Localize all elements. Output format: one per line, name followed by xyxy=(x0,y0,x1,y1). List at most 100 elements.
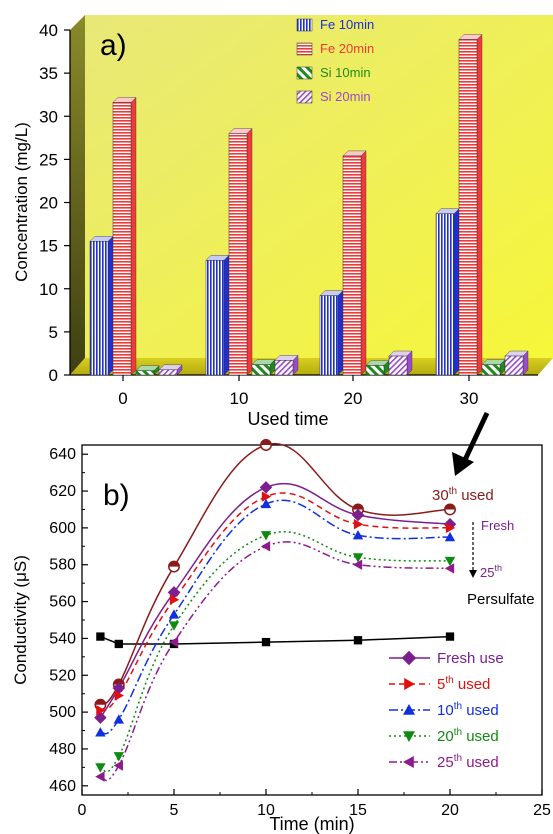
marker-triangle-up xyxy=(260,498,272,509)
bar-front xyxy=(342,155,362,376)
bar-fe-20min-30 xyxy=(458,34,483,376)
marker-triangle-up xyxy=(95,727,106,737)
y-tick-label: 480 xyxy=(49,741,76,758)
y-tick-label: 5 xyxy=(49,323,58,342)
bar-side xyxy=(107,235,114,376)
marker-triangle-right xyxy=(353,519,364,530)
y-axis-title: Conductivity (μS) xyxy=(11,555,30,685)
y-tick-label: 460 xyxy=(49,778,76,795)
bar-front xyxy=(89,241,109,376)
x-tick-label: 10 xyxy=(257,802,275,819)
legend-swatch xyxy=(296,90,313,104)
bar-side xyxy=(453,208,460,376)
marker-triangle-left xyxy=(403,756,414,768)
marker-circle-half xyxy=(260,439,272,451)
bar-front xyxy=(458,39,478,376)
y-tick-label: 500 xyxy=(49,704,76,721)
legend-label: 10th used xyxy=(437,701,499,719)
bar-front xyxy=(135,370,155,376)
bar-si-20min-0 xyxy=(158,364,183,376)
bar-side xyxy=(337,290,344,376)
marker-triangle-down xyxy=(168,621,180,631)
y-tick-label: 0 xyxy=(49,366,58,385)
marker-square xyxy=(445,632,455,641)
legend: Fresh use 5th used 10th used 20th used 25th … xyxy=(389,650,504,771)
y-tick-label: 10 xyxy=(39,280,58,299)
y-tick-label: 520 xyxy=(49,667,76,684)
x-axis-title: Used time xyxy=(247,409,328,429)
marker-triangle-left xyxy=(260,541,271,552)
legend-label: 25th used xyxy=(437,753,499,771)
marker-triangle-right xyxy=(169,594,180,605)
marker-diamond xyxy=(351,508,365,522)
panel-label-b: b) xyxy=(103,479,130,512)
legend-label: Si 10min xyxy=(320,65,371,80)
panel-label-a: a) xyxy=(100,29,127,62)
bar-si-10min-10 xyxy=(251,359,276,376)
bar-side xyxy=(476,34,483,376)
bar-fe-20min-0 xyxy=(112,96,137,376)
legend-label: Fe 10min xyxy=(320,17,374,32)
bar-side xyxy=(360,150,367,376)
marker-fill xyxy=(113,679,124,685)
bar-si-20min-10 xyxy=(274,354,299,376)
marker-triangle-down xyxy=(95,763,106,773)
bar-front xyxy=(158,369,178,376)
annotation-30th-used: 30th used xyxy=(432,486,494,504)
marker-diamond xyxy=(401,650,417,666)
y-tick-label: 25 xyxy=(39,150,58,169)
marker-triangle-right xyxy=(114,690,124,701)
marker-fill xyxy=(168,561,180,567)
legend-label: 20th used xyxy=(437,727,499,745)
legend-swatch xyxy=(296,18,313,32)
bar-si-10min-0 xyxy=(135,365,160,376)
marker-triangle-left xyxy=(95,771,105,782)
annotation-persulfate: Persulfate xyxy=(467,591,535,608)
connector-arrow xyxy=(452,411,490,476)
marker-diamond xyxy=(94,711,107,724)
y-tick-label: 600 xyxy=(49,520,76,537)
marker-fill xyxy=(444,504,456,510)
marker-triangle-right xyxy=(445,522,456,534)
y-axis-title: Concentration (mg/L) xyxy=(12,122,31,282)
bar-si-20min-20 xyxy=(388,350,413,376)
bar-fe-10min-30 xyxy=(435,208,460,376)
y-tick-label: 620 xyxy=(49,483,76,500)
chart-floor xyxy=(70,358,553,375)
marker-square xyxy=(114,639,123,649)
marker-triangle-right xyxy=(261,491,272,502)
legend: Fe 10min Fe 20min Si 10min Si 20min xyxy=(296,17,374,104)
marker-triangle-down xyxy=(260,531,272,541)
marker-triangle-up xyxy=(403,704,415,715)
marker-triangle-left xyxy=(444,563,455,574)
bar-fe-20min-20 xyxy=(342,150,367,376)
annotation-fresh: Fresh xyxy=(481,518,514,533)
bar-front xyxy=(228,133,248,376)
x-tick-label: 0 xyxy=(78,802,87,819)
dashed-arrow xyxy=(469,522,477,578)
bar-front xyxy=(274,360,294,376)
bar-front xyxy=(251,364,271,376)
marker-circle-half xyxy=(168,560,180,573)
x-tick-label: 10 xyxy=(230,389,249,408)
marker-triangle-left xyxy=(352,559,363,570)
marker-triangle-left xyxy=(168,636,179,648)
bar-fe-10min-0 xyxy=(89,235,114,376)
legend-swatch xyxy=(296,66,313,80)
bar-front xyxy=(205,260,225,376)
x-tick-label: 5 xyxy=(170,802,179,819)
marker-circle-half xyxy=(444,503,456,516)
bar-front xyxy=(319,295,339,376)
x-tick-label: 25 xyxy=(533,802,551,819)
marker-triangle-right xyxy=(404,678,415,690)
x-tick-label: 30 xyxy=(460,389,479,408)
y-tick-label: 580 xyxy=(49,557,76,574)
marker-fill xyxy=(260,439,272,445)
marker-triangle-left xyxy=(113,760,123,771)
x-tick-label: 20 xyxy=(441,802,459,819)
panel-b-line-chart: 0 5 10 15 20 25 460 480 500 520 540 560 580 600 620 640… xyxy=(11,439,551,834)
bars-group xyxy=(89,34,529,376)
plot-frame xyxy=(81,444,543,796)
bar-front xyxy=(435,213,455,376)
bar-front xyxy=(388,355,408,376)
